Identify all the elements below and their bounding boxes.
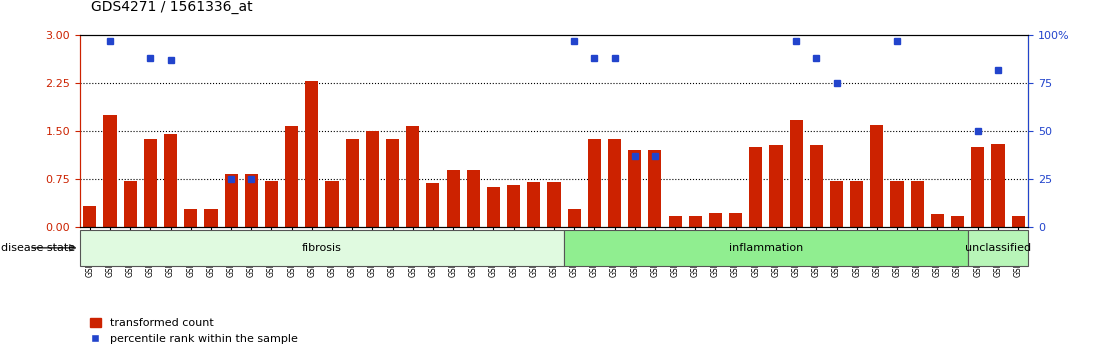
- Bar: [103, 115, 116, 227]
- Bar: [729, 212, 742, 227]
- Bar: [608, 139, 622, 227]
- Bar: [265, 181, 278, 227]
- Bar: [547, 182, 561, 227]
- Bar: [951, 216, 964, 227]
- Bar: [486, 187, 500, 227]
- Bar: [407, 126, 419, 227]
- Text: inflammation: inflammation: [729, 243, 803, 253]
- Bar: [628, 150, 642, 227]
- Text: unclassified: unclassified: [965, 243, 1032, 253]
- Bar: [749, 147, 762, 227]
- Bar: [891, 181, 904, 227]
- Bar: [850, 181, 863, 227]
- Bar: [366, 131, 379, 227]
- Bar: [386, 139, 399, 227]
- Bar: [124, 181, 136, 227]
- Bar: [931, 214, 944, 227]
- Bar: [306, 81, 318, 227]
- Bar: [588, 139, 601, 227]
- Bar: [225, 174, 238, 227]
- Legend: transformed count, percentile rank within the sample: transformed count, percentile rank withi…: [85, 314, 302, 348]
- Bar: [769, 145, 782, 227]
- Bar: [447, 171, 460, 227]
- Bar: [810, 145, 823, 227]
- Bar: [466, 171, 480, 227]
- Bar: [527, 182, 541, 227]
- Bar: [992, 144, 1005, 227]
- Bar: [204, 209, 217, 227]
- Bar: [427, 183, 440, 227]
- Bar: [972, 147, 984, 227]
- Text: GDS4271 / 1561336_at: GDS4271 / 1561336_at: [91, 0, 253, 14]
- FancyBboxPatch shape: [80, 230, 564, 266]
- Bar: [830, 181, 843, 227]
- Bar: [870, 125, 883, 227]
- Bar: [346, 139, 359, 227]
- Bar: [83, 206, 96, 227]
- Bar: [709, 212, 722, 227]
- Bar: [285, 126, 298, 227]
- Text: disease state: disease state: [1, 243, 75, 253]
- Bar: [1012, 216, 1025, 227]
- Bar: [911, 181, 924, 227]
- Bar: [144, 139, 157, 227]
- Bar: [507, 185, 520, 227]
- Bar: [668, 216, 681, 227]
- FancyBboxPatch shape: [967, 230, 1028, 266]
- Bar: [184, 209, 197, 227]
- Bar: [164, 134, 177, 227]
- Text: fibrosis: fibrosis: [302, 243, 342, 253]
- Bar: [790, 120, 802, 227]
- Bar: [245, 174, 258, 227]
- Bar: [689, 216, 701, 227]
- Bar: [567, 209, 581, 227]
- Bar: [326, 181, 339, 227]
- FancyBboxPatch shape: [564, 230, 967, 266]
- Bar: [648, 150, 661, 227]
